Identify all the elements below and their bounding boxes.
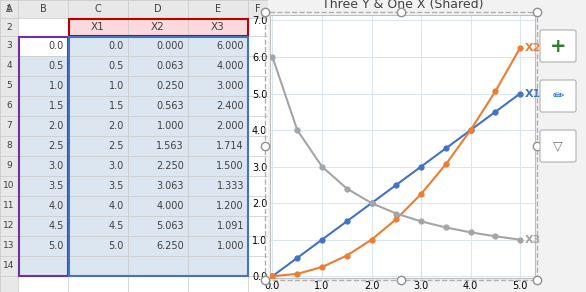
Text: 12: 12	[4, 222, 15, 230]
Text: C: C	[94, 4, 101, 14]
Text: 13: 13	[4, 241, 15, 251]
Bar	[69, 36, 247, 275]
Text: 0.063: 0.063	[156, 61, 184, 71]
Text: 1.333: 1.333	[216, 181, 244, 191]
FancyBboxPatch shape	[540, 80, 576, 112]
Text: X2: X2	[151, 22, 165, 32]
Text: 2.250: 2.250	[156, 161, 184, 171]
Text: 1.200: 1.200	[216, 201, 244, 211]
Text: 8: 8	[6, 142, 12, 150]
Text: 0.0: 0.0	[109, 41, 124, 51]
Text: E: E	[215, 4, 221, 14]
Bar	[19, 36, 67, 275]
Bar	[265, 12, 537, 280]
Text: 5.063: 5.063	[156, 221, 184, 231]
Title: Three Y & One X (Shared): Three Y & One X (Shared)	[322, 0, 483, 11]
Text: 0.000: 0.000	[156, 41, 184, 51]
Text: 1.000: 1.000	[156, 121, 184, 131]
Text: +: +	[550, 36, 566, 55]
Text: 6.000: 6.000	[216, 41, 244, 51]
Text: 1.563: 1.563	[156, 141, 184, 151]
Text: 4.000: 4.000	[216, 61, 244, 71]
Text: 0.250: 0.250	[156, 81, 184, 91]
Text: 1.714: 1.714	[216, 141, 244, 151]
Text: 6.250: 6.250	[156, 241, 184, 251]
Bar	[68, 36, 248, 276]
Text: 2.000: 2.000	[216, 121, 244, 131]
Text: 1.0: 1.0	[109, 81, 124, 91]
Text: 3.063: 3.063	[156, 181, 184, 191]
Text: 0.0: 0.0	[49, 41, 64, 51]
FancyBboxPatch shape	[540, 130, 576, 162]
Text: 0.5: 0.5	[49, 61, 64, 71]
Text: 1: 1	[6, 4, 12, 13]
Bar	[18, 56, 68, 276]
Text: 3.5: 3.5	[49, 181, 64, 191]
Text: X1: X1	[525, 88, 541, 98]
Text: F: F	[255, 4, 261, 14]
Text: 2.400: 2.400	[216, 101, 244, 111]
Text: 1.091: 1.091	[216, 221, 244, 231]
Text: 0.5: 0.5	[108, 61, 124, 71]
Text: 3.000: 3.000	[216, 81, 244, 91]
Text: ▽: ▽	[553, 140, 563, 152]
Text: 4.5: 4.5	[108, 221, 124, 231]
Text: 0.563: 0.563	[156, 101, 184, 111]
Bar	[0, 0, 18, 292]
Text: 3: 3	[6, 41, 12, 51]
Bar	[68, 18, 248, 36]
Text: A: A	[6, 4, 12, 14]
Text: ✏: ✏	[552, 89, 564, 103]
Text: 1.0: 1.0	[49, 81, 64, 91]
Text: 4.0: 4.0	[49, 201, 64, 211]
Text: 4: 4	[6, 62, 12, 70]
Text: 2: 2	[6, 22, 12, 32]
Text: 2.5: 2.5	[49, 141, 64, 151]
Text: X2: X2	[525, 43, 541, 53]
Text: X3: X3	[211, 22, 225, 32]
Bar	[69, 18, 247, 36]
Text: 3.0: 3.0	[49, 161, 64, 171]
Text: 10: 10	[4, 182, 15, 190]
Text: B: B	[40, 4, 46, 14]
Text: 4.5: 4.5	[49, 221, 64, 231]
Text: 1.5: 1.5	[108, 101, 124, 111]
Text: 3.0: 3.0	[109, 161, 124, 171]
Text: 1.5: 1.5	[49, 101, 64, 111]
Text: D: D	[154, 4, 162, 14]
Text: X3: X3	[525, 235, 541, 245]
Text: 7: 7	[6, 121, 12, 131]
Text: 6: 6	[6, 102, 12, 110]
Text: 14: 14	[4, 262, 15, 270]
Text: 5.0: 5.0	[108, 241, 124, 251]
Text: 1.500: 1.500	[216, 161, 244, 171]
Text: X1: X1	[91, 22, 105, 32]
Text: 2.5: 2.5	[108, 141, 124, 151]
Text: 9: 9	[6, 161, 12, 171]
Text: 2.0: 2.0	[49, 121, 64, 131]
Text: 3.5: 3.5	[108, 181, 124, 191]
Text: 5.0: 5.0	[49, 241, 64, 251]
Bar	[0, 0, 268, 18]
Text: 1.000: 1.000	[216, 241, 244, 251]
Text: 4.000: 4.000	[156, 201, 184, 211]
Text: 5: 5	[6, 81, 12, 91]
Text: 4.0: 4.0	[109, 201, 124, 211]
FancyBboxPatch shape	[540, 30, 576, 62]
Text: 2.0: 2.0	[108, 121, 124, 131]
Text: 11: 11	[4, 201, 15, 211]
